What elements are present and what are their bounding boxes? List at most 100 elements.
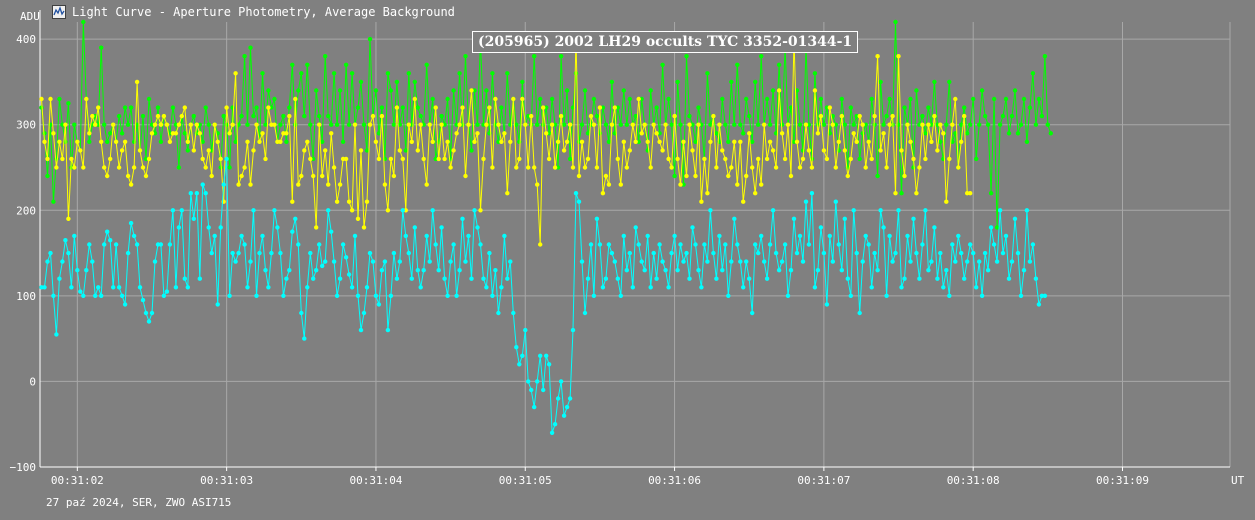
data-point — [287, 105, 292, 110]
data-point — [1024, 139, 1030, 144]
data-point — [684, 250, 689, 256]
data-point — [941, 285, 946, 290]
y-tick-label: 0 — [29, 375, 36, 388]
data-point — [275, 225, 280, 230]
data-point — [239, 113, 244, 119]
data-point — [490, 165, 495, 170]
data-point — [337, 276, 343, 281]
data-point — [979, 88, 985, 93]
data-point — [953, 259, 958, 264]
x-tick-label: 00:31:03 — [200, 474, 253, 487]
data-point — [490, 71, 495, 76]
data-point — [349, 208, 355, 213]
data-point — [254, 293, 259, 298]
data-point — [227, 131, 232, 136]
light-curve-app-icon[interactable] — [52, 5, 66, 19]
data-point — [66, 101, 71, 106]
data-point — [938, 250, 943, 256]
data-point — [645, 139, 650, 144]
data-point — [753, 79, 758, 85]
data-point — [899, 191, 904, 196]
data-point — [711, 250, 716, 256]
data-point — [612, 105, 617, 110]
data-point — [526, 165, 531, 170]
data-point — [173, 131, 179, 136]
data-point — [1000, 250, 1006, 256]
data-point — [932, 113, 937, 119]
data-point — [251, 113, 256, 119]
data-point — [988, 225, 994, 230]
data-point — [394, 105, 400, 110]
data-point — [167, 139, 173, 144]
data-point — [896, 54, 901, 59]
data-point — [236, 250, 241, 256]
data-point — [343, 62, 349, 67]
data-point — [529, 122, 534, 127]
data-point — [200, 139, 205, 144]
data-point — [878, 148, 883, 153]
data-point — [505, 191, 510, 196]
data-point — [131, 139, 137, 144]
data-point — [994, 225, 1000, 230]
data-point — [93, 122, 98, 127]
data-point — [606, 182, 612, 187]
data-point — [956, 233, 961, 239]
data-point — [609, 79, 615, 85]
data-point — [735, 62, 740, 67]
data-point — [263, 122, 268, 127]
data-point — [305, 139, 310, 144]
data-point — [842, 148, 847, 153]
data-point — [72, 233, 77, 239]
data-point — [182, 276, 187, 281]
data-point — [944, 268, 949, 273]
data-point — [654, 131, 659, 136]
data-point — [63, 238, 68, 243]
data-point — [535, 379, 540, 384]
data-point — [672, 233, 677, 239]
data-point — [1033, 276, 1039, 281]
data-point — [573, 191, 579, 196]
data-point — [128, 220, 134, 226]
data-point — [741, 199, 746, 204]
data-point — [367, 36, 373, 42]
data-point — [744, 259, 749, 264]
data-point — [146, 96, 152, 102]
data-point — [496, 122, 501, 127]
data-point — [51, 199, 56, 204]
data-point — [905, 233, 910, 239]
data-point — [185, 285, 190, 290]
data-point — [684, 173, 689, 179]
data-point — [818, 113, 824, 119]
data-point — [1015, 250, 1021, 256]
data-point — [57, 139, 62, 144]
data-point — [1003, 96, 1009, 102]
data-point — [122, 302, 128, 307]
data-point — [791, 216, 797, 221]
data-point — [90, 259, 95, 264]
data-point — [508, 139, 513, 144]
data-point — [514, 165, 519, 170]
data-point — [609, 250, 615, 256]
data-point — [872, 113, 877, 119]
data-point — [549, 96, 555, 102]
data-point — [797, 122, 803, 127]
data-point — [800, 259, 806, 264]
data-point — [759, 182, 764, 187]
data-point — [245, 139, 250, 144]
data-point — [618, 182, 623, 187]
data-point — [606, 242, 612, 247]
y-axis-unit-label: ADU — [20, 10, 40, 23]
data-point — [87, 139, 92, 144]
data-point — [436, 156, 441, 162]
data-point — [134, 242, 140, 247]
data-point — [484, 88, 489, 93]
data-point — [299, 310, 304, 316]
data-point — [346, 272, 352, 277]
data-point — [191, 113, 196, 119]
data-point — [499, 139, 504, 144]
data-point — [962, 105, 967, 110]
data-point — [544, 353, 549, 358]
data-point — [663, 268, 668, 273]
data-point — [239, 173, 244, 179]
data-point — [905, 122, 910, 127]
